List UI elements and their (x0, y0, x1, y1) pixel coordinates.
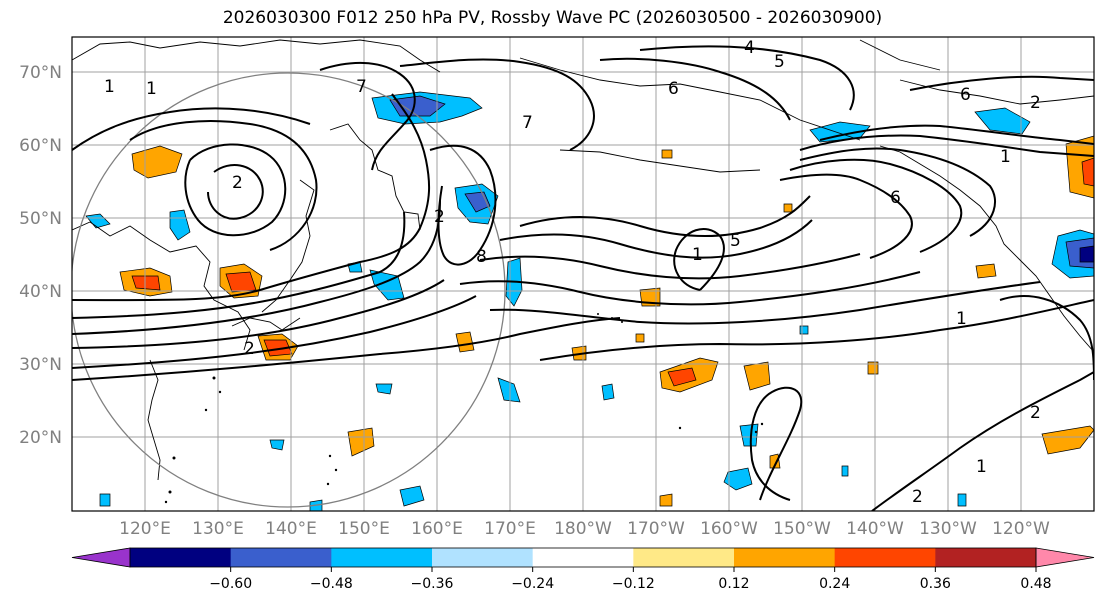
contour-label: 5 (774, 52, 785, 72)
lon-label: 150°E (338, 519, 390, 539)
contour-label: 2 (434, 207, 445, 227)
contour-label: 2 (232, 173, 243, 193)
contour-label: 1 (104, 77, 115, 97)
contour-label: 1 (692, 245, 703, 265)
contour-label: 1 (976, 457, 987, 477)
colorbar-segment (734, 548, 836, 567)
coastlines (72, 39, 1094, 481)
contour-label: 5 (730, 231, 741, 251)
colorbar-segment (331, 548, 433, 567)
colorbar-tick-label: −0.48 (310, 576, 353, 592)
map-area: 4 5 7 1 6 6 2 2 1 2 8 5 6 7 1 1 2 1 2 1 … (72, 37, 1094, 511)
colorbar-segment (834, 548, 936, 567)
lon-label: 130°W (919, 519, 977, 539)
colorbar-segment (130, 548, 232, 567)
lat-label: 40°N (19, 282, 62, 302)
lat-label: 70°N (19, 63, 62, 83)
colorbar-extension-max (1035, 547, 1095, 568)
contour-label: 7 (522, 113, 533, 133)
contour-labels: 4 5 7 1 6 6 2 2 1 2 8 5 6 7 1 1 2 1 2 1 … (104, 38, 1041, 507)
colorbar-outline (129, 547, 1037, 568)
contour-label: 2 (1030, 93, 1041, 113)
lon-label: 130°E (192, 519, 244, 539)
contour-label: 2 (244, 339, 255, 359)
colorbar-segment (633, 548, 735, 567)
colorbar-segment (935, 548, 1037, 567)
colorbar-tick-label: −0.24 (511, 576, 554, 592)
contour-label: 4 (744, 38, 755, 58)
contour-label: 2 (1030, 403, 1041, 423)
colorbar-tick-label: −0.36 (411, 576, 454, 592)
lon-label: 180°W (554, 519, 612, 539)
map-title: 2026030300 F012 250 hPa PV, Rossby Wave … (222, 8, 883, 28)
map-frame (71, 36, 1095, 512)
colorbar-segment (532, 548, 634, 567)
longitude-labels: 120°E 130°E 140°E 150°E 160°E 170°E 180°… (119, 519, 1050, 539)
contour-label: 7 (356, 77, 367, 97)
colorbar-extension-min (71, 547, 131, 568)
lon-label: 160°E (411, 519, 463, 539)
colorbar-tick-label: 0.24 (819, 576, 850, 592)
contour-label: 6 (668, 79, 679, 99)
contour-label: 1 (1000, 147, 1011, 167)
colorbar-tick-label: 0.36 (920, 576, 951, 592)
latitude-labels: 70°N 60°N 50°N 40°N 30°N 20°N (19, 63, 62, 448)
contour-label: 6 (960, 85, 971, 105)
contour-label: 8 (476, 247, 487, 267)
circle-outline (72, 72, 506, 508)
colorbar-segment (432, 548, 534, 567)
lat-label: 30°N (19, 355, 62, 375)
negative-anomaly-shading (85, 91, 1094, 511)
lon-label: 170°E (484, 519, 536, 539)
colorbar-tick-label: 0.48 (1020, 576, 1051, 592)
colorbar-segment (230, 548, 332, 567)
colorbar-tick-label: −0.12 (612, 576, 655, 592)
lon-label: 160°W (700, 519, 758, 539)
lon-label: 140°W (846, 519, 904, 539)
colorbar-tick-label: 0.12 (718, 576, 749, 592)
lon-label: 120°E (119, 519, 171, 539)
lon-label: 120°W (992, 519, 1050, 539)
lat-label: 20°N (19, 428, 62, 448)
islands (164, 313, 764, 504)
lat-label: 50°N (19, 209, 62, 229)
lat-label: 60°N (19, 136, 62, 156)
contour-label: 1 (146, 79, 157, 99)
lon-label: 140°E (265, 519, 317, 539)
lon-label: 150°W (773, 519, 831, 539)
contour-label: 1 (956, 309, 967, 329)
lon-label: 170°W (627, 519, 685, 539)
colorbar: −0.60 −0.48 −0.36 −0.24 −0.12 0.12 0.24 0.36 0.4… (71, 547, 1095, 592)
colorbar-tick-label: −0.60 (209, 576, 252, 592)
contour-label: 6 (890, 188, 901, 208)
contour-label: 2 (912, 487, 923, 507)
